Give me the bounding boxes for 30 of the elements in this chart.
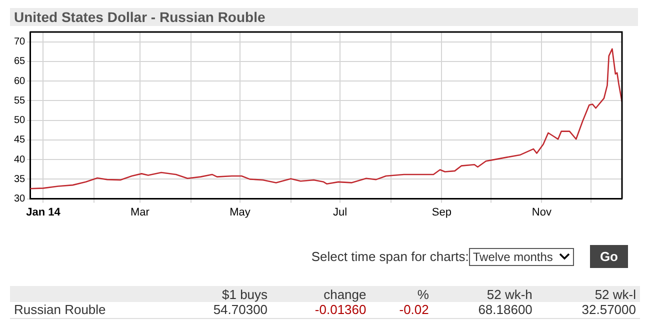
x-tick-label: Sep <box>432 206 452 218</box>
text: 52 wk-h <box>486 286 534 302</box>
x-tick-label: Jul <box>332 206 348 218</box>
text: Select time span for charts: <box>311 249 469 264</box>
text: Russian Rouble <box>13 302 107 318</box>
y-tick-label: 55 <box>14 95 26 106</box>
y-tick-label: 40 <box>14 154 26 166</box>
text: change <box>322 286 368 302</box>
text: -0.01360 <box>314 302 368 318</box>
text: 68.18600 <box>477 302 534 318</box>
text: Twelve months <box>472 250 553 264</box>
text: $1 buys <box>221 286 269 302</box>
x-tick-label: Mar <box>130 206 150 218</box>
text: -0.02 <box>398 302 430 318</box>
x-tick-label: May <box>230 206 251 218</box>
text: 54.70300 <box>212 302 269 318</box>
chart-title: United States Dollar - Russian Rouble <box>10 8 638 26</box>
text: 52 wk-l <box>594 286 637 302</box>
text: % <box>416 286 430 302</box>
x-tick-label: Jan 14 <box>26 206 62 218</box>
y-tick-label: 35 <box>14 174 26 185</box>
y-tick-label: 65 <box>14 56 26 68</box>
y-tick-label: 30 <box>14 194 26 205</box>
x-tick-label: Nov <box>532 206 552 218</box>
text: 32.57000 <box>580 302 637 318</box>
y-tick-label: 70 <box>14 36 26 48</box>
text: Go <box>590 245 628 268</box>
y-tick-label: 45 <box>14 134 26 146</box>
y-tick-label: 50 <box>14 115 26 126</box>
y-tick-label: 60 <box>14 76 26 87</box>
